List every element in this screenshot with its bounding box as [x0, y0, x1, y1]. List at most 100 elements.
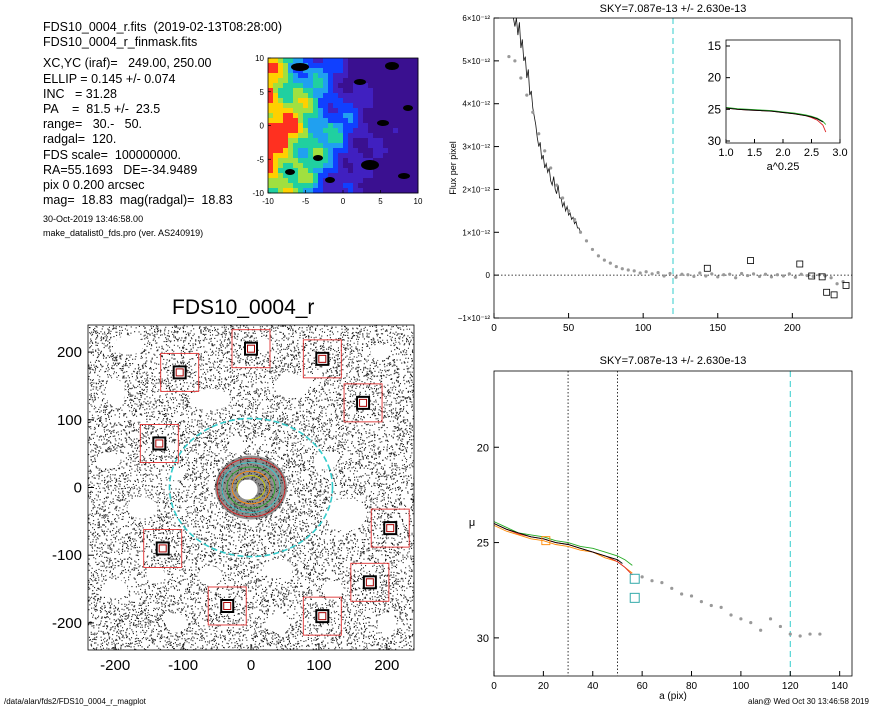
flux-point	[787, 272, 791, 276]
heatmap-cell	[333, 118, 339, 124]
heatmap-cell	[298, 168, 304, 174]
heatmap-cell	[323, 128, 329, 134]
info-line: PA = 81.5 +/- 23.5	[43, 102, 161, 117]
sky-flux-y-tick-label: 5×10⁻¹²	[462, 57, 490, 66]
sky-flux-x-tick-label: 50	[563, 323, 575, 334]
heatmap-cell	[358, 133, 364, 139]
heatmap-cell	[283, 183, 289, 189]
heatmap-cell	[403, 168, 409, 174]
heatmap-cell	[363, 148, 369, 154]
heatmap-cell	[388, 188, 394, 194]
heatmap-cell	[408, 153, 414, 159]
heatmap-cell	[318, 183, 324, 189]
heatmap-cell	[333, 123, 339, 129]
heatmap-cell	[298, 173, 304, 179]
flux-point	[734, 276, 738, 280]
heatmap-cell	[348, 138, 354, 144]
heatmap-cell	[313, 68, 319, 74]
heatmap-cell	[323, 153, 329, 159]
heatmap-cell	[318, 188, 324, 194]
heatmap-cell	[313, 118, 319, 124]
heatmap-cell	[338, 148, 344, 154]
heatmap-cell	[358, 118, 364, 124]
heatmap-cell	[343, 63, 349, 69]
heatmap-cell	[283, 188, 289, 194]
inset-x-tick-label: 2.0	[775, 147, 790, 159]
inset-bg	[726, 40, 840, 143]
heatmap-cell	[303, 178, 309, 184]
heatmap-cell	[273, 183, 279, 189]
heatmap-cell	[273, 78, 279, 84]
mask-region	[113, 335, 144, 355]
flux-point	[513, 59, 517, 63]
mu-x-tick-label: 60	[637, 681, 649, 692]
flux-point	[638, 271, 642, 275]
heatmap-cell	[343, 73, 349, 79]
heatmap-cell	[323, 63, 329, 69]
heatmap-cell	[413, 123, 419, 129]
heatmap-cell	[383, 78, 389, 84]
heatmap-cell	[328, 153, 334, 159]
heatmap-cell	[408, 113, 414, 119]
sky-flux-y-tick-label: 0	[486, 271, 491, 280]
flux-point	[626, 268, 630, 272]
heatmap-cell	[278, 58, 284, 64]
heatmap-cell	[403, 128, 409, 134]
heatmap-cell	[373, 93, 379, 99]
heatmap-cell	[303, 73, 309, 79]
heatmap-cell	[318, 88, 324, 94]
heatmap-cell	[388, 128, 394, 134]
mu-point	[640, 575, 644, 579]
heatmap-cell	[398, 93, 404, 99]
heatmap-cell	[413, 138, 419, 144]
heatmap-cell	[288, 163, 294, 169]
heatmap-cell	[363, 83, 369, 89]
inset-y-tick-label: 25	[708, 102, 722, 116]
heatmap-cell	[298, 183, 304, 189]
heatmap-cell	[343, 123, 349, 129]
heatmap-cell	[333, 58, 339, 64]
heatmap-cell	[363, 128, 369, 134]
heatmap-cell	[308, 113, 314, 119]
heatmap-cell	[298, 148, 304, 154]
mu-x-tick-label: 140	[831, 681, 848, 692]
heatmap-cell	[343, 183, 349, 189]
heatmap-cell	[378, 58, 384, 64]
heatmap-cell	[408, 143, 414, 149]
heatmap-cell	[348, 188, 354, 194]
thumbnail-x-tick-label: 0	[341, 197, 346, 206]
heatmap-cell	[348, 63, 354, 69]
heatmap-cell	[338, 88, 344, 94]
heatmap-cell	[358, 173, 364, 179]
isophote-contour	[236, 475, 266, 500]
flux-point	[561, 196, 565, 200]
heatmap-cell	[393, 73, 399, 79]
heatmap-cell	[368, 88, 374, 94]
heatmap-cell	[358, 68, 364, 74]
flux-point	[745, 273, 750, 278]
flux-point	[602, 258, 606, 262]
heatmap-cell	[343, 153, 349, 159]
heatmap-cell	[408, 133, 414, 139]
thumbnail-x-tick-label: 10	[414, 197, 423, 206]
mu-xlabel: a (pix)	[659, 691, 687, 702]
heatmap-cell	[318, 168, 324, 174]
mu-profile-title: SKY=7.087e-13 +/- 2.630e-13	[600, 355, 747, 367]
heatmap-cell	[388, 158, 394, 164]
heatmap-cell	[393, 133, 399, 139]
heatmap-masked-blob	[398, 173, 410, 179]
heatmap-cell	[318, 98, 324, 104]
heatmap-cell	[268, 113, 274, 119]
heatmap-cell	[373, 113, 379, 119]
flux-point	[722, 273, 726, 277]
heatmap-cell	[303, 68, 309, 74]
heatmap-cell	[373, 98, 379, 104]
isophote-contour	[226, 466, 276, 509]
info-line: ELLIP = 0.145 +/- 0.074	[43, 71, 176, 86]
heatmap-cell	[318, 123, 324, 129]
heatmap-cell	[348, 73, 354, 79]
heatmap-cell	[378, 138, 384, 144]
mask-region	[146, 567, 166, 584]
heatmap-masked-blob	[361, 160, 379, 170]
mu-square-cyan	[629, 592, 640, 603]
